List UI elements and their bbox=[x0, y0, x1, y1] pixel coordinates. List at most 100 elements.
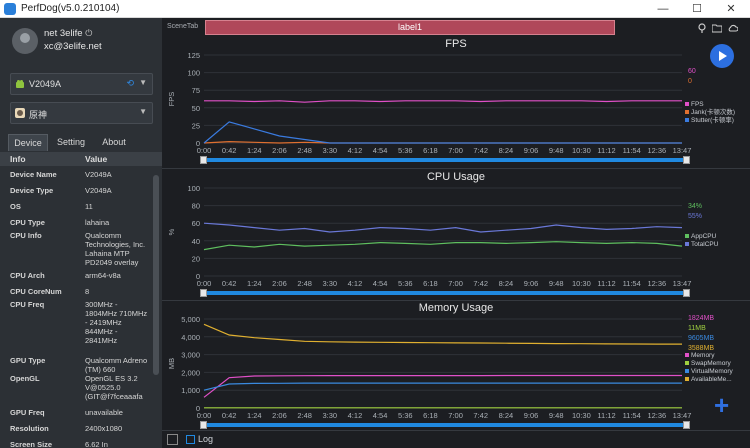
chart-divider bbox=[162, 300, 750, 301]
legend-swatch bbox=[685, 377, 689, 381]
sidebar: net 3elife ⏻ xc@3elife.net V2049A ⟲ ▼ 原神… bbox=[0, 18, 162, 448]
series-line-totalcpu bbox=[203, 222, 683, 233]
y-tick-label: 25 bbox=[192, 121, 200, 130]
slider-handle-start[interactable] bbox=[200, 156, 207, 164]
scene-label-bar[interactable]: label1 bbox=[205, 20, 615, 35]
info-value: 11 bbox=[85, 202, 93, 211]
x-tick-label: 13:47 bbox=[673, 411, 692, 420]
y-tick-label: 40 bbox=[192, 237, 200, 246]
info-key: Device Type bbox=[10, 186, 54, 195]
scene-tab-label: SceneTab bbox=[167, 23, 199, 30]
cloud-icon[interactable] bbox=[728, 23, 738, 33]
slider-handle-end[interactable] bbox=[683, 421, 690, 429]
x-tick-label: 11:54 bbox=[623, 146, 641, 155]
x-tick-label: 13:47 bbox=[673, 146, 692, 155]
legend-swatch bbox=[685, 361, 689, 365]
x-tick-label: 0:00 bbox=[197, 279, 212, 288]
current-value: 0 bbox=[688, 78, 692, 85]
info-header-value: Value bbox=[85, 154, 108, 164]
x-tick-label: 2:06 bbox=[272, 411, 287, 420]
info-key: OS bbox=[10, 202, 21, 211]
x-tick-label: 0:00 bbox=[197, 411, 212, 420]
slider-handle-end[interactable] bbox=[683, 156, 690, 164]
x-tick-label: 6:18 bbox=[423, 146, 438, 155]
info-value: V2049A bbox=[85, 170, 112, 179]
fps-timeline-slider[interactable] bbox=[201, 158, 689, 162]
x-tick-label: 3:30 bbox=[322, 146, 337, 155]
current-value: 9605MB bbox=[688, 335, 714, 342]
slider-handle-end[interactable] bbox=[683, 289, 690, 297]
app-select-value: 原神 bbox=[29, 110, 48, 120]
user-profile: net 3elife ⏻ xc@3elife.net bbox=[0, 18, 162, 76]
legend-label: Jank(卡顿次数) bbox=[691, 107, 735, 116]
user-name: net 3elife ⏻ bbox=[44, 28, 92, 39]
legend-swatch bbox=[685, 110, 689, 114]
memory-chart-title: Memory Usage bbox=[418, 302, 494, 314]
y-tick-label: 100 bbox=[187, 69, 200, 78]
x-tick-label: 9:06 bbox=[524, 411, 539, 420]
info-value: Qualcomm Adreno (TM) 660 bbox=[85, 356, 148, 374]
info-key: GPU Type bbox=[10, 356, 46, 365]
expand-icon[interactable] bbox=[167, 434, 178, 445]
info-value: unavailable bbox=[85, 408, 123, 417]
x-tick-label: 3:30 bbox=[322, 411, 337, 420]
cpu-chart-title: CPU Usage bbox=[426, 171, 486, 183]
x-tick-label: 7:42 bbox=[473, 411, 488, 420]
x-tick-label: 0:42 bbox=[222, 146, 237, 155]
y-tick-label: 3,000 bbox=[181, 351, 200, 360]
series-line-fps bbox=[204, 100, 682, 103]
series-line-stutter- bbox=[203, 121, 682, 144]
x-tick-label: 11:12 bbox=[597, 279, 615, 288]
tab-device[interactable]: Device bbox=[8, 134, 48, 151]
legend-label: TotalCPU bbox=[691, 241, 719, 248]
link-icon[interactable]: ⟲ bbox=[126, 78, 134, 88]
series-line-availableme- bbox=[203, 323, 682, 345]
close-button[interactable]: ✕ bbox=[726, 3, 736, 15]
x-tick-label: 2:48 bbox=[297, 411, 312, 420]
minimize-button[interactable]: — bbox=[657, 3, 669, 15]
info-key: GPU Freq bbox=[10, 408, 45, 417]
maximize-button[interactable]: ☐ bbox=[692, 3, 702, 15]
info-value: 6.62 In bbox=[85, 440, 108, 448]
tab-about[interactable]: About bbox=[102, 137, 126, 147]
legend-swatch bbox=[685, 353, 689, 357]
device-select[interactable]: V2049A ⟲ ▼ bbox=[10, 73, 153, 95]
x-tick-label: 1:24 bbox=[247, 279, 262, 288]
info-key: Resolution bbox=[10, 424, 49, 433]
series-line-virtualmemory bbox=[203, 382, 682, 391]
log-checkbox[interactable] bbox=[186, 435, 195, 444]
x-tick-label: 7:42 bbox=[473, 279, 488, 288]
current-value: 60 bbox=[688, 68, 696, 75]
slider-handle-start[interactable] bbox=[200, 289, 207, 297]
sidebar-scrollbar[interactable] bbox=[153, 175, 159, 375]
info-key: CPU Freq bbox=[10, 300, 45, 309]
power-icon[interactable]: ⏻ bbox=[85, 28, 93, 38]
play-button[interactable] bbox=[710, 44, 734, 68]
legend-swatch bbox=[685, 102, 689, 106]
memory-timeline-slider[interactable] bbox=[201, 423, 689, 427]
x-tick-label: 1:24 bbox=[247, 411, 262, 420]
info-value: Qualcomm Technologies, Inc. Lahaina MTP … bbox=[85, 231, 146, 267]
user-email: xc@3elife.net bbox=[44, 41, 102, 52]
info-key: CPU Type bbox=[10, 218, 45, 227]
y-tick-label: 0 bbox=[196, 139, 200, 148]
charts-canvas: 0 25 50 75 100 125 FPS 0:00 0:42 1:24 2:06 2:48 3:30… bbox=[167, 51, 735, 420]
add-chart-icon[interactable]: + bbox=[714, 390, 730, 420]
x-tick-label: 11:12 bbox=[597, 411, 615, 420]
slider-handle-start[interactable] bbox=[200, 421, 207, 429]
app-select[interactable]: 原神 ▼ bbox=[10, 102, 153, 124]
tab-setting[interactable]: Setting bbox=[56, 137, 86, 147]
x-tick-label: 0:42 bbox=[222, 279, 237, 288]
avatar[interactable] bbox=[12, 28, 38, 54]
location-icon[interactable] bbox=[697, 23, 707, 33]
x-tick-label: 8:24 bbox=[499, 146, 514, 155]
x-tick-label: 7:42 bbox=[473, 146, 488, 155]
log-label: Log bbox=[198, 434, 214, 444]
y-tick-label: 0 bbox=[196, 272, 200, 281]
x-tick-label: 2:06 bbox=[272, 146, 287, 155]
app-icon bbox=[15, 108, 25, 118]
folder-icon[interactable] bbox=[712, 23, 722, 33]
y-tick-label: 100 bbox=[187, 184, 200, 193]
cpu-timeline-slider[interactable] bbox=[201, 291, 689, 295]
y-tick-label: 125 bbox=[187, 51, 200, 60]
